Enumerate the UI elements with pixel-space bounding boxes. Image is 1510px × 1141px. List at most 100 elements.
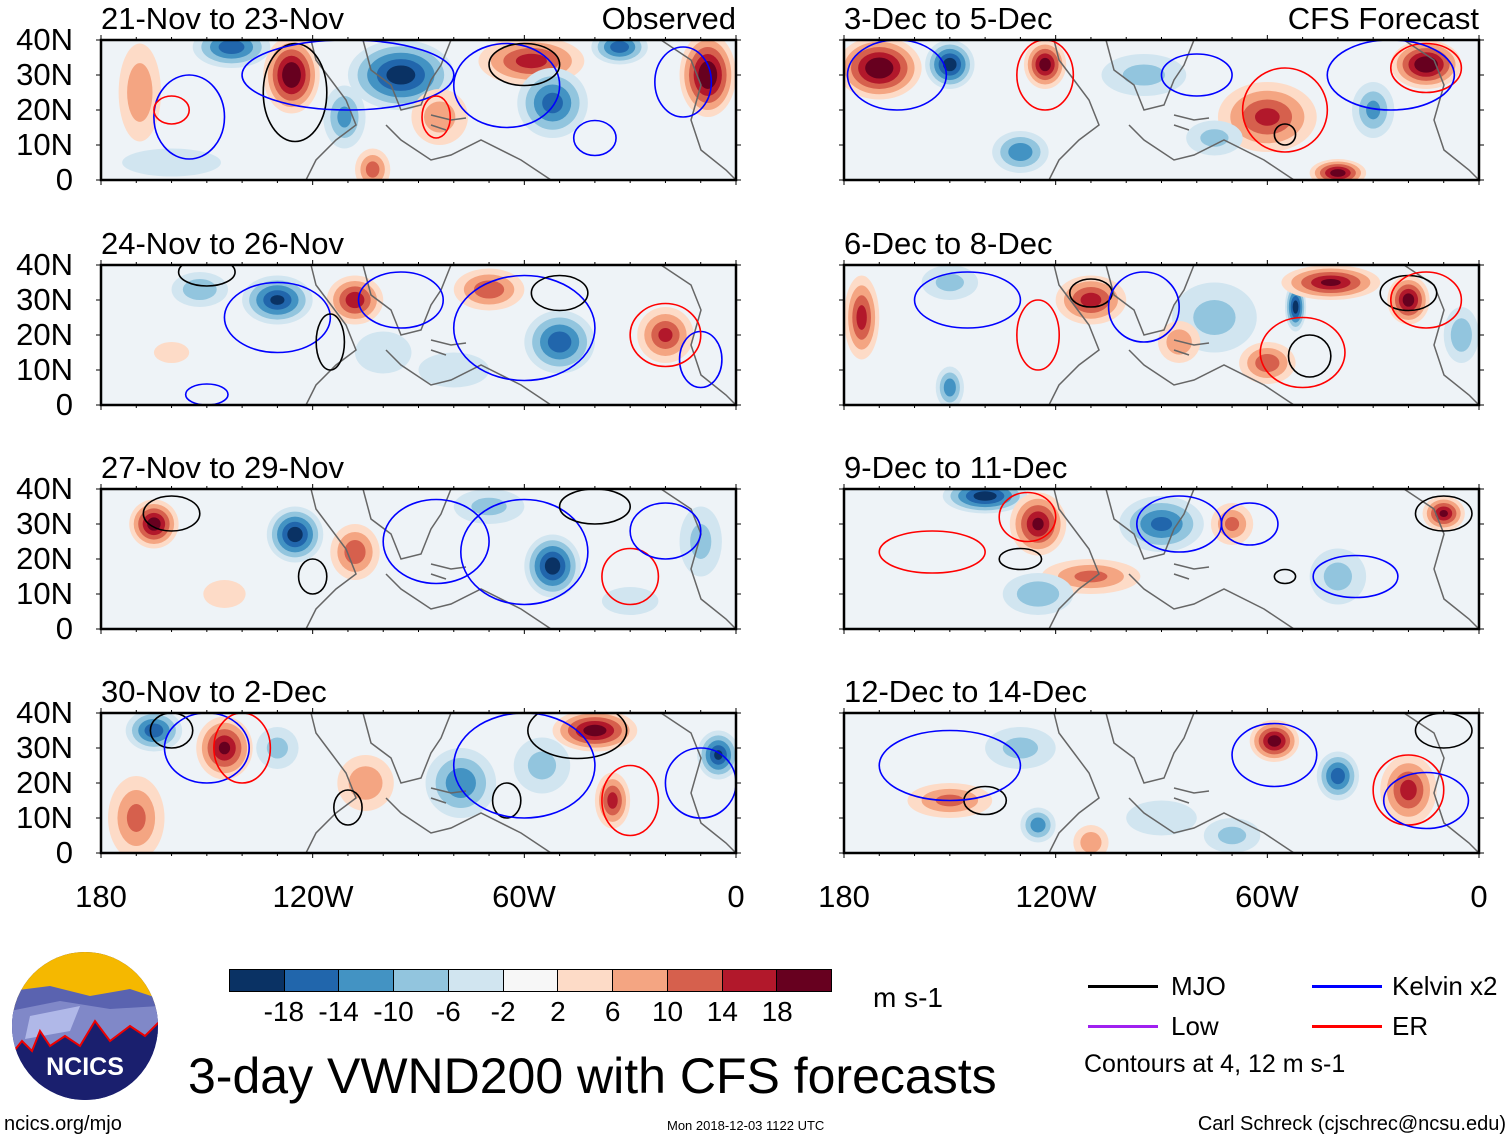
anomaly-shading	[1366, 100, 1381, 120]
contour-line	[452, 713, 596, 819]
lat-tick-label: 0	[55, 162, 73, 197]
anomaly-shading	[365, 161, 380, 178]
anomaly-shading	[1400, 779, 1417, 801]
contour-line	[315, 313, 346, 371]
contour-line	[846, 40, 948, 111]
footer-author: Carl Schreck (cjschrec@ncsu.edu)	[1197, 1113, 1506, 1135]
contour-line	[491, 782, 522, 819]
map	[96, 35, 741, 185]
anomaly-shading	[714, 750, 723, 760]
anomaly-shading	[471, 497, 507, 516]
lon-tick-label: 0	[727, 879, 745, 914]
lat-tick-label: 0	[55, 387, 73, 422]
panel-title: 6-Dec to 8-Dec	[844, 226, 1053, 261]
colorbar-swatch	[667, 970, 723, 991]
map-panel	[839, 35, 1484, 185]
contour-line	[262, 42, 328, 143]
anomaly-shading	[1414, 56, 1438, 73]
forecast-label: CFS Forecast	[1287, 1, 1479, 36]
map-panel	[96, 35, 741, 185]
contour-line	[333, 789, 363, 826]
contour-line	[357, 271, 445, 329]
anomaly-shading	[1450, 318, 1472, 352]
anomaly-shading	[544, 557, 561, 575]
contour-line	[1107, 271, 1180, 343]
anomaly-shading	[282, 62, 301, 88]
lon-tick-label: 180	[818, 879, 870, 914]
lat-tick-label: 20N	[16, 765, 73, 800]
legend-kelvin-line	[1312, 985, 1382, 988]
lat-tick-label: 30N	[16, 282, 73, 317]
contour-line	[1016, 299, 1061, 371]
logo-text: NCICS	[46, 1053, 124, 1081]
contour-line	[1287, 334, 1332, 378]
anomaly-shading	[1224, 517, 1240, 531]
panel-title: 3-Dec to 5-Dec	[844, 1, 1053, 36]
colorbar-units: m s-1	[873, 982, 943, 1013]
observed-label: Observed	[601, 1, 736, 36]
contour-line	[142, 495, 201, 532]
panel-title: 12-Dec to 14-Dec	[844, 674, 1087, 709]
anomaly-shading	[126, 804, 146, 832]
anomaly-shading	[1030, 817, 1046, 833]
lat-tick-label: 10N	[16, 800, 73, 835]
contour-line	[1312, 554, 1399, 599]
anomaly-shading	[1080, 832, 1102, 853]
lat-tick-label: 20N	[16, 541, 73, 576]
lat-tick-label: 30N	[16, 730, 73, 765]
anomaly-shading	[218, 741, 231, 755]
map	[96, 260, 741, 410]
anomaly-shading	[1292, 300, 1299, 314]
contour-line	[572, 119, 617, 157]
legend-er: ER	[1392, 1011, 1429, 1041]
contour-line	[1231, 722, 1318, 788]
anomaly-shading	[337, 106, 352, 128]
map	[839, 260, 1484, 410]
footer-timestamp: Mon 2018-12-03 1122 UTC	[667, 1118, 825, 1133]
panel-title: 27-Nov to 29-Nov	[101, 450, 344, 485]
colorbar-label: -18	[263, 996, 305, 1027]
contour-line	[558, 489, 631, 525]
anomaly-shading	[345, 291, 365, 309]
contour-line	[527, 713, 628, 760]
contour-line	[629, 302, 702, 368]
contour-line	[421, 95, 452, 139]
anomaly-shading	[1016, 581, 1060, 607]
map	[96, 708, 741, 858]
legend-kelvin: Kelvin x2	[1392, 971, 1498, 1001]
contour-note: Contours at 4, 12 m s-1	[1084, 1050, 1346, 1078]
anomaly-shading	[354, 331, 412, 374]
anomaly-shading	[473, 280, 505, 299]
legend-mjo: MJO	[1171, 971, 1226, 1001]
anomaly-shading	[583, 724, 607, 737]
contour-line	[1414, 713, 1473, 749]
lat-tick-label: 20N	[16, 317, 73, 352]
lat-tick-label: 10N	[16, 576, 73, 611]
anomaly-shading	[1150, 517, 1173, 531]
lat-tick-label: 40N	[16, 695, 73, 730]
legend-low-line	[1088, 1025, 1158, 1028]
anomaly-shading	[270, 295, 285, 305]
contour-line	[1414, 495, 1473, 532]
anomaly-shading	[1039, 57, 1051, 72]
anomaly-shading	[348, 766, 383, 800]
anomaly-shading	[1255, 354, 1280, 372]
anomaly-shading	[856, 305, 867, 330]
coastline	[305, 40, 736, 180]
colorbar-swatch	[613, 970, 668, 991]
colorbar-label: -2	[490, 996, 516, 1027]
colorbar-swatch	[558, 970, 614, 991]
lat-tick-label: 20N	[16, 92, 73, 127]
colorbar-label: 2	[550, 996, 566, 1027]
anomaly-shading	[147, 517, 161, 531]
anomaly-shading	[1200, 129, 1229, 147]
colorbar-label: -10	[373, 996, 414, 1027]
map-panel	[96, 260, 741, 410]
anomaly-shading	[386, 65, 416, 85]
lat-tick-label: 40N	[16, 471, 73, 506]
contour-line	[153, 74, 226, 160]
anomaly-shading	[127, 63, 153, 122]
anomaly-shading	[547, 331, 572, 353]
anomaly-shading	[1080, 292, 1102, 308]
contour-line	[601, 547, 660, 606]
